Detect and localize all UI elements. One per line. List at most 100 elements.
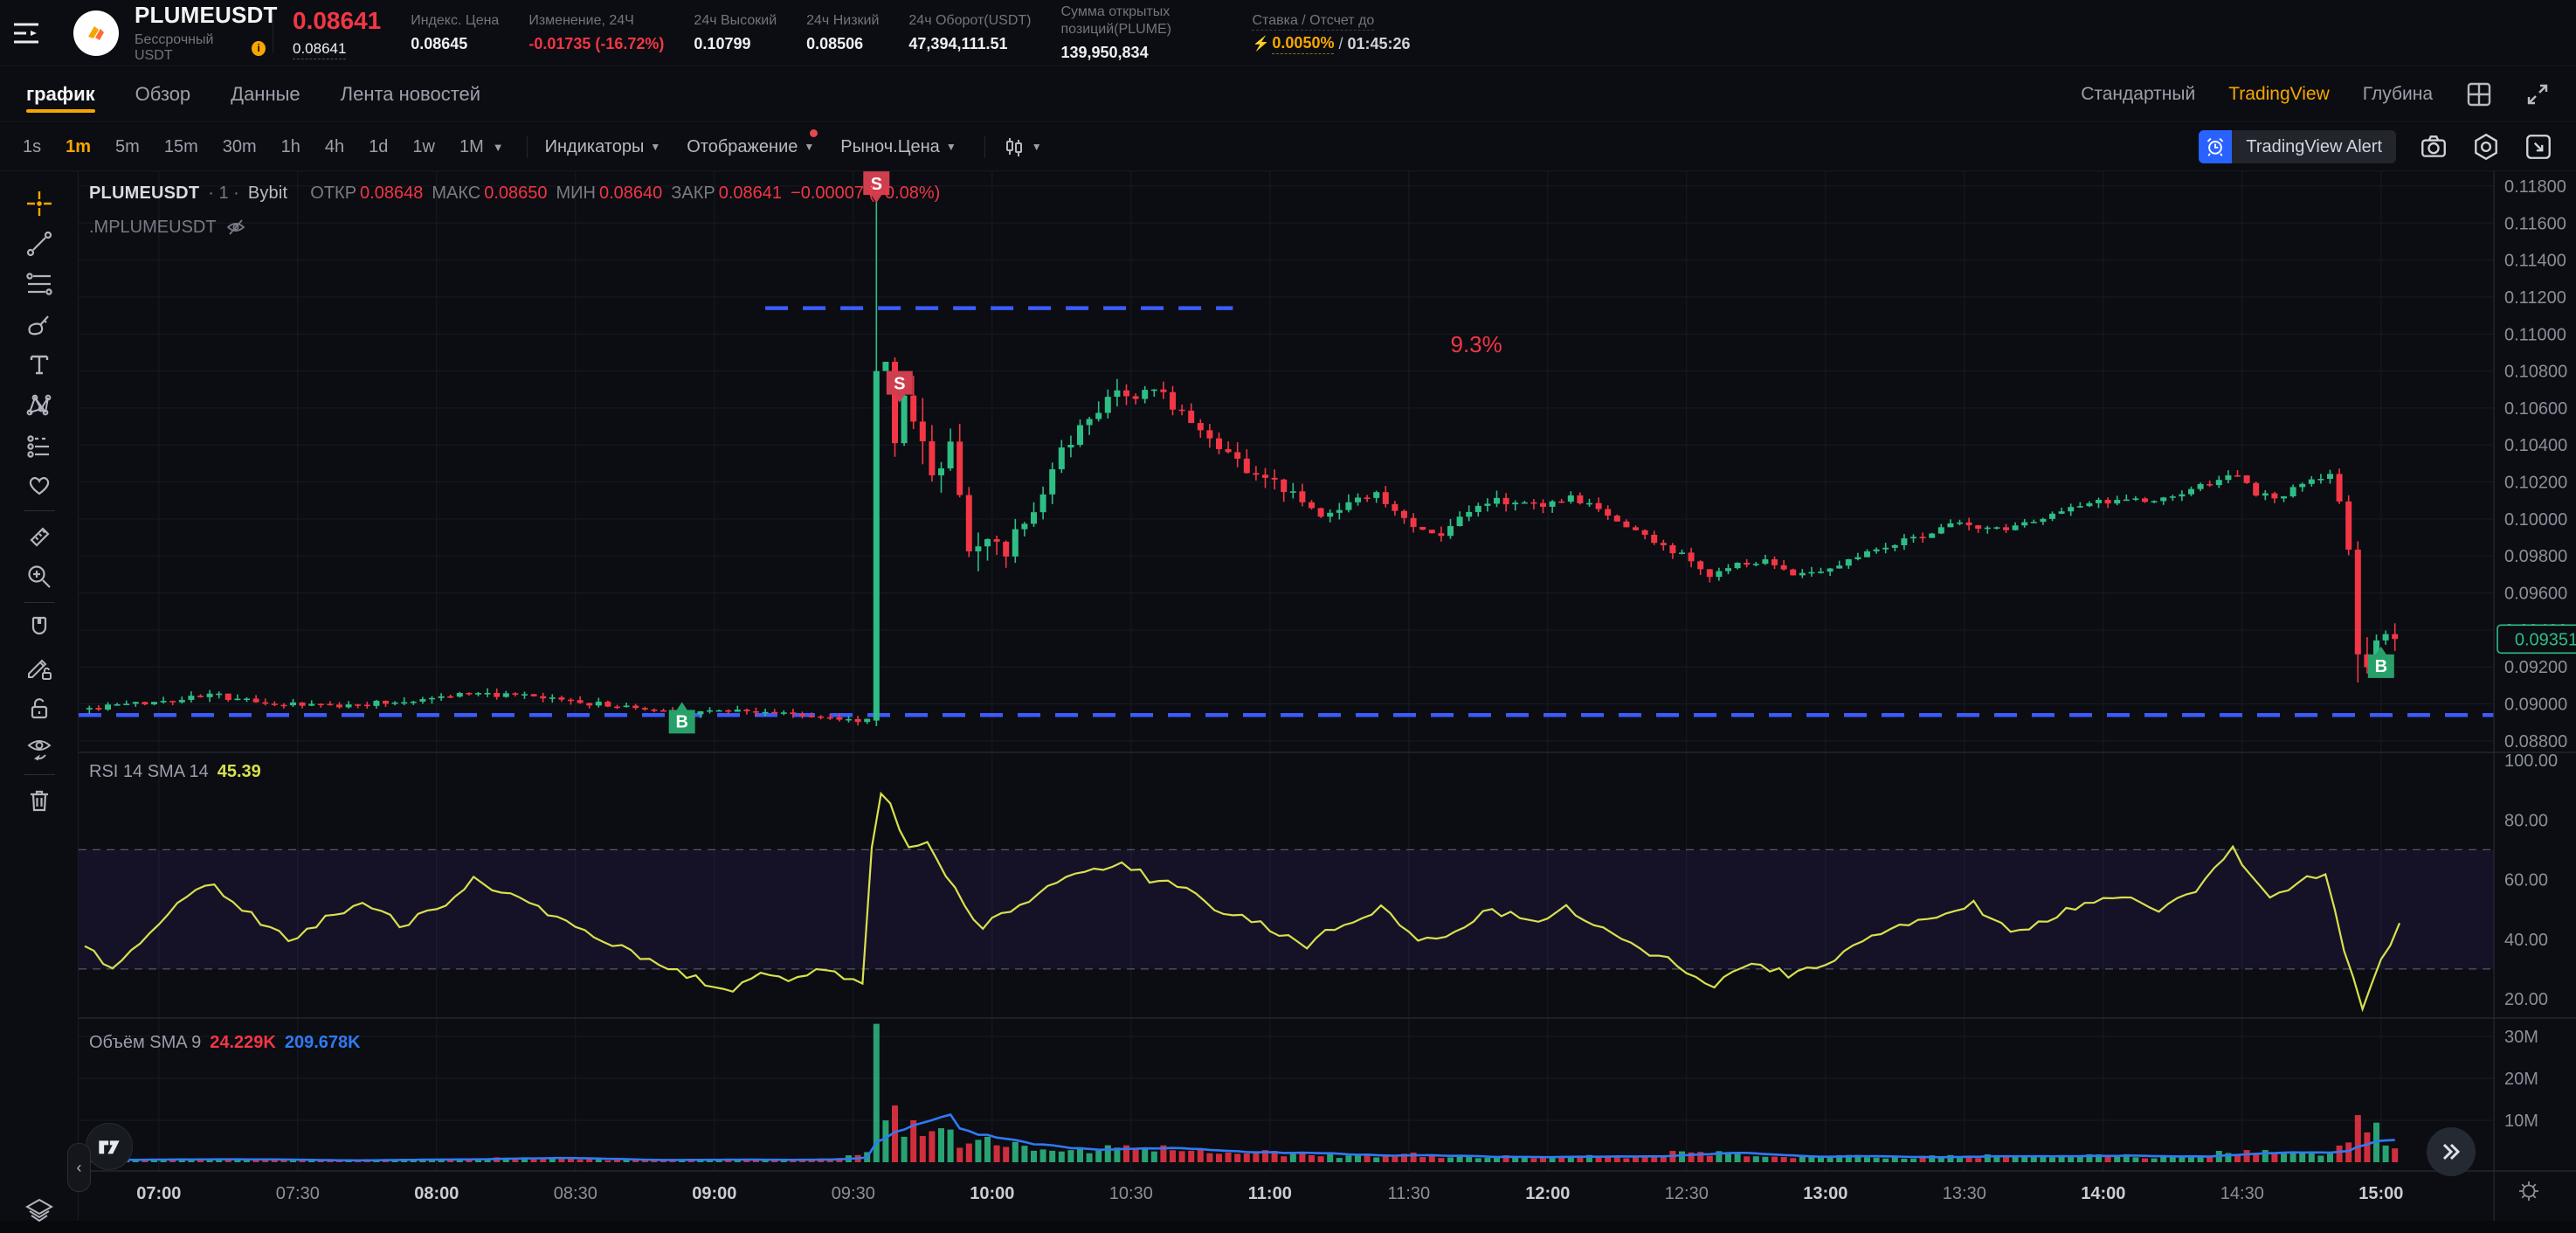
svg-text:20M: 20M bbox=[2504, 1070, 2538, 1089]
crosshair-tool-icon[interactable] bbox=[20, 184, 59, 224]
timeframe-1m[interactable]: 1m bbox=[66, 136, 92, 156]
indicators-menu[interactable]: Индикаторы ▼ bbox=[544, 136, 661, 156]
notification-dot bbox=[810, 128, 818, 137]
display-menu[interactable]: Отображение ▼ bbox=[687, 128, 818, 157]
price-chart[interactable]: 07:00 07:30 08:00 08:30 09:00 09:30 10:00 10:30… bbox=[79, 171, 2576, 1221]
object-tree-layers-icon[interactable] bbox=[20, 1193, 59, 1233]
stat-turnover-24h: 24ч Оборот(USDT) 47,394,111.51 bbox=[908, 13, 1032, 52]
volume-title[interactable]: Объём SMA 9 bbox=[89, 1033, 202, 1052]
hide-all-drawings-icon[interactable] bbox=[20, 729, 59, 769]
timeframe-1M[interactable]: 1M bbox=[459, 136, 484, 156]
svg-text:0.10600: 0.10600 bbox=[2504, 399, 2567, 419]
divider bbox=[526, 135, 528, 158]
rsi-title[interactable]: RSI 14 SMA 14 bbox=[89, 762, 209, 781]
trend-line-tool-icon[interactable] bbox=[20, 224, 59, 264]
svg-text:0.11800: 0.11800 bbox=[2504, 177, 2566, 197]
drawing-mode-lock-icon[interactable] bbox=[20, 648, 59, 689]
svg-text:B: B bbox=[2375, 657, 2387, 676]
grid-layout-icon[interactable] bbox=[2466, 81, 2492, 107]
volume-sma-value: 209.678K bbox=[284, 1033, 361, 1052]
chart-mode-tradingview[interactable]: TradingView bbox=[2228, 84, 2330, 104]
svg-text:12:30: 12:30 bbox=[1665, 1184, 1709, 1203]
text-tool-icon[interactable] bbox=[20, 344, 59, 384]
svg-text:0.09800: 0.09800 bbox=[2504, 547, 2567, 566]
timeframe-1h[interactable]: 1h bbox=[280, 136, 300, 156]
svg-text:0.09000: 0.09000 bbox=[2504, 696, 2567, 715]
divider bbox=[23, 510, 55, 511]
svg-text:0.09351: 0.09351 bbox=[2515, 630, 2576, 649]
brush-tool-icon[interactable] bbox=[20, 304, 59, 344]
remove-drawings-trash-icon[interactable] bbox=[20, 780, 59, 821]
volume-legend: Объём SMA 9 24.229K 209.678K bbox=[89, 1033, 361, 1053]
fullscreen-icon[interactable] bbox=[2524, 132, 2553, 162]
svg-text:13:30: 13:30 bbox=[1943, 1184, 1986, 1203]
projection-tool-icon[interactable] bbox=[20, 425, 59, 465]
timeframe-1w[interactable]: 1w bbox=[412, 136, 435, 156]
timeframe-1s[interactable]: 1s bbox=[23, 136, 42, 156]
legend-symbol[interactable]: PLUMEUSDT bbox=[89, 184, 200, 203]
fib-retracement-tool-icon[interactable] bbox=[20, 264, 59, 304]
chart-mode-depth[interactable]: Глубина bbox=[2362, 84, 2433, 104]
timeframe-30m[interactable]: 30m bbox=[222, 136, 257, 156]
overlay-symbol[interactable]: .MPLUMEUSDT bbox=[89, 217, 217, 237]
svg-text:0.11600: 0.11600 bbox=[2504, 214, 2566, 233]
main-chart-legend: PLUMEUSDT · 1 · Bybit ОТКР 0.08648 МАКС 0.… bbox=[89, 184, 941, 203]
timeframe-1d[interactable]: 1d bbox=[369, 136, 389, 156]
measure-ruler-icon[interactable] bbox=[20, 516, 59, 557]
tab-chart[interactable]: график bbox=[26, 69, 95, 120]
svg-text:07:30: 07:30 bbox=[276, 1184, 320, 1203]
visibility-off-icon[interactable] bbox=[225, 217, 246, 238]
info-icon[interactable]: i bbox=[252, 40, 266, 56]
contract-type: Бессрочный USDT bbox=[135, 32, 214, 63]
symbol-name[interactable]: PLUMEUSDT bbox=[135, 2, 278, 28]
rsi-value: 45.39 bbox=[217, 762, 261, 781]
tradingview-logo[interactable] bbox=[86, 1123, 133, 1170]
alarm-clock-icon bbox=[2199, 130, 2233, 163]
svg-text:14:00: 14:00 bbox=[2081, 1184, 2125, 1203]
chart-mode-standard[interactable]: Стандартный bbox=[2081, 84, 2196, 104]
lock-all-drawings-icon[interactable] bbox=[20, 689, 59, 729]
chart-region: 07:00 07:30 08:00 08:30 09:00 09:30 10:00 10:30… bbox=[0, 171, 2576, 1223]
stat-open-interest: Сумма открытых позиций(PLUME) 139,950,83… bbox=[1060, 4, 1171, 61]
svg-text:10M: 10M bbox=[2504, 1112, 2538, 1131]
svg-text:13:00: 13:00 bbox=[1803, 1184, 1847, 1203]
chart-style-menu[interactable]: ▼ bbox=[1003, 135, 1042, 158]
hamburger-menu-icon[interactable] bbox=[0, 20, 52, 46]
tab-data[interactable]: Данные bbox=[231, 83, 300, 105]
tradingview-alert-button[interactable]: TradingView Alert bbox=[2199, 130, 2396, 163]
svg-text:0.10800: 0.10800 bbox=[2504, 363, 2567, 382]
tab-overview[interactable]: Обзор bbox=[135, 83, 191, 105]
xabcd-pattern-tool-icon[interactable] bbox=[20, 384, 59, 425]
mark-price[interactable]: 0.08641 bbox=[293, 40, 347, 59]
more-timeframes-caret[interactable]: ▼ bbox=[492, 140, 504, 154]
screenshot-camera-icon[interactable] bbox=[2419, 132, 2448, 162]
axis-settings-gear-icon[interactable] bbox=[2516, 1178, 2542, 1204]
expand-icon[interactable] bbox=[2525, 82, 2550, 107]
svg-text:0.10400: 0.10400 bbox=[2504, 436, 2567, 455]
timeframe-4h[interactable]: 4h bbox=[324, 136, 345, 156]
stat-funding-countdown[interactable]: Ставка / Отсчет до ⚡ 0.0050% / 01:45:26 bbox=[1252, 12, 1411, 54]
svg-text:100.00: 100.00 bbox=[2504, 752, 2558, 771]
funding-countdown: 01:45:26 bbox=[1347, 34, 1411, 52]
timeframe-5m[interactable]: 5m bbox=[115, 136, 140, 156]
svg-text:30M: 30M bbox=[2504, 1028, 2538, 1047]
zoom-in-icon[interactable] bbox=[20, 557, 59, 597]
market-price-menu[interactable]: Рыноч.Цена ▼ bbox=[840, 136, 957, 156]
svg-text:0.11000: 0.11000 bbox=[2504, 325, 2566, 344]
collapse-panel-button[interactable]: ‹ bbox=[67, 1143, 91, 1192]
chart-settings-gear-icon[interactable] bbox=[2471, 132, 2501, 162]
svg-text:15:00: 15:00 bbox=[2358, 1184, 2403, 1203]
magnet-mode-icon[interactable] bbox=[20, 608, 59, 648]
scroll-to-latest-button[interactable] bbox=[2427, 1127, 2476, 1176]
favorites-heart-icon[interactable] bbox=[20, 465, 59, 505]
svg-text:0.09200: 0.09200 bbox=[2504, 658, 2567, 677]
view-tabs: график Обзор Данные Лента новостей Станд… bbox=[0, 67, 2576, 122]
svg-text:0.11400: 0.11400 bbox=[2504, 252, 2566, 271]
tab-news-feed[interactable]: Лента новостей bbox=[340, 83, 481, 105]
divider bbox=[984, 135, 985, 158]
svg-text:9.3%: 9.3% bbox=[1451, 331, 1502, 357]
svg-text:11:30: 11:30 bbox=[1388, 1184, 1431, 1203]
svg-text:0.08800: 0.08800 bbox=[2504, 732, 2567, 752]
timeframe-15m[interactable]: 15m bbox=[163, 136, 198, 156]
